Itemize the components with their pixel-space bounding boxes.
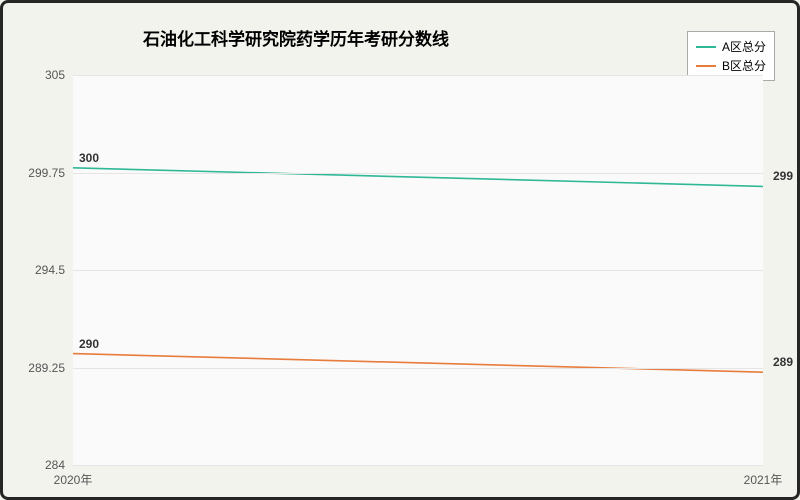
y-tick-label: 305 xyxy=(45,68,73,82)
y-tick-label: 289.25 xyxy=(28,361,73,375)
series-line xyxy=(73,168,763,187)
series-line xyxy=(73,354,763,373)
legend-item: A区总分 xyxy=(696,38,766,55)
y-tick-label: 299.75 xyxy=(28,166,73,180)
legend-line-icon xyxy=(696,46,716,48)
legend: A区总分 B区总分 xyxy=(687,31,775,81)
gridline xyxy=(73,270,763,271)
data-label: 289 xyxy=(773,355,793,369)
chart-title: 石油化工科学研究院药学历年考研分数线 xyxy=(143,25,449,50)
gridline xyxy=(73,465,763,466)
plot-area: 284289.25294.5299.753052020年2021年3002992… xyxy=(73,75,763,465)
legend-line-icon xyxy=(696,65,716,67)
data-label: 290 xyxy=(79,337,99,351)
legend-item: B区总分 xyxy=(696,57,766,74)
y-tick-label: 294.5 xyxy=(35,263,73,277)
gridline xyxy=(73,75,763,76)
x-tick-label: 2020年 xyxy=(54,465,93,488)
data-label: 299 xyxy=(773,169,793,183)
legend-label: B区总分 xyxy=(722,57,766,74)
gridline xyxy=(73,368,763,369)
gridline xyxy=(73,173,763,174)
data-label: 300 xyxy=(79,151,99,165)
x-tick-label: 2021年 xyxy=(744,465,783,488)
legend-label: A区总分 xyxy=(722,38,766,55)
